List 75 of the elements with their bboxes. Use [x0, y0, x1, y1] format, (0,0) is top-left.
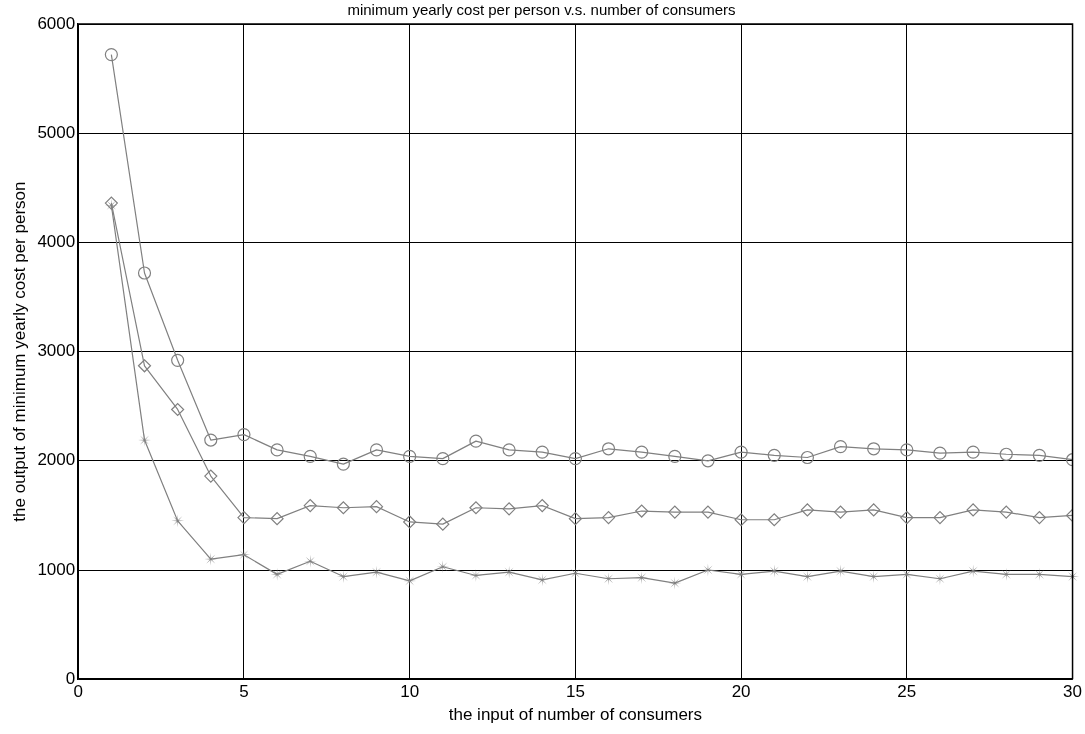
- point: [734, 445, 748, 459]
- point: [767, 448, 781, 462]
- point: [966, 445, 980, 459]
- point: [933, 446, 947, 460]
- y-tick-label: 3000: [37, 341, 76, 361]
- point: [701, 505, 715, 519]
- y-tick-label: 4000: [37, 232, 76, 252]
- point: [137, 359, 152, 373]
- point: [403, 449, 417, 464]
- x-tick-label: 5: [239, 682, 249, 702]
- point: [535, 445, 549, 459]
- point: [137, 266, 152, 280]
- point: [369, 443, 384, 457]
- point: [867, 442, 881, 456]
- point: [800, 570, 814, 584]
- point: [668, 505, 682, 519]
- point: [270, 512, 284, 526]
- y-tick-label: 2000: [37, 450, 76, 470]
- point: [502, 502, 516, 516]
- point: [933, 510, 947, 525]
- point: [800, 450, 814, 465]
- point: [436, 517, 450, 531]
- point: [900, 443, 914, 457]
- point: [900, 510, 914, 525]
- point: [833, 440, 848, 454]
- point: [204, 433, 218, 447]
- point: [635, 571, 649, 585]
- point: [303, 449, 317, 464]
- point: [336, 457, 350, 471]
- point: [171, 353, 185, 367]
- x-tick-label: 20: [731, 682, 751, 702]
- point: [635, 445, 649, 459]
- point: [237, 510, 251, 525]
- point: [535, 498, 549, 513]
- point: [336, 501, 350, 515]
- point: [270, 443, 284, 457]
- y-tick-label: 5000: [37, 122, 76, 142]
- point: [635, 504, 649, 518]
- point: [171, 402, 185, 417]
- point: [568, 452, 582, 466]
- point: [601, 510, 616, 525]
- x-tick-label: 15: [565, 682, 585, 702]
- point: [701, 454, 715, 468]
- point: [767, 513, 781, 527]
- point: [966, 503, 980, 517]
- point: [668, 449, 682, 464]
- point: [104, 47, 118, 62]
- y-axis-title: the output of minimum yearly cost per person: [9, 181, 29, 522]
- y-tick-label: 1000: [37, 559, 76, 579]
- point: [999, 447, 1013, 461]
- point: [469, 434, 483, 448]
- point: [601, 442, 616, 456]
- point: [1032, 448, 1046, 462]
- y-tick-label: 6000: [37, 13, 76, 33]
- point: [502, 443, 516, 457]
- point: [1032, 510, 1046, 525]
- x-tick-label: 10: [400, 682, 420, 702]
- point: [734, 513, 748, 527]
- chart-title: minimum yearly cost per person v.s. number of consumers: [347, 1, 736, 19]
- point: [800, 503, 814, 517]
- point: [237, 427, 251, 442]
- point: [369, 500, 384, 514]
- x-tick-label: 30: [1063, 682, 1083, 702]
- point: [403, 515, 417, 529]
- point: [303, 498, 317, 513]
- point: [204, 469, 218, 483]
- point: [833, 505, 848, 519]
- point: [999, 505, 1013, 519]
- point: [867, 503, 881, 517]
- point: [568, 512, 582, 526]
- x-tick-label: 25: [897, 682, 917, 702]
- point: [336, 570, 350, 584]
- x-axis-title: the input of number of consumers: [448, 705, 703, 725]
- point: [469, 501, 483, 515]
- point: [436, 452, 450, 466]
